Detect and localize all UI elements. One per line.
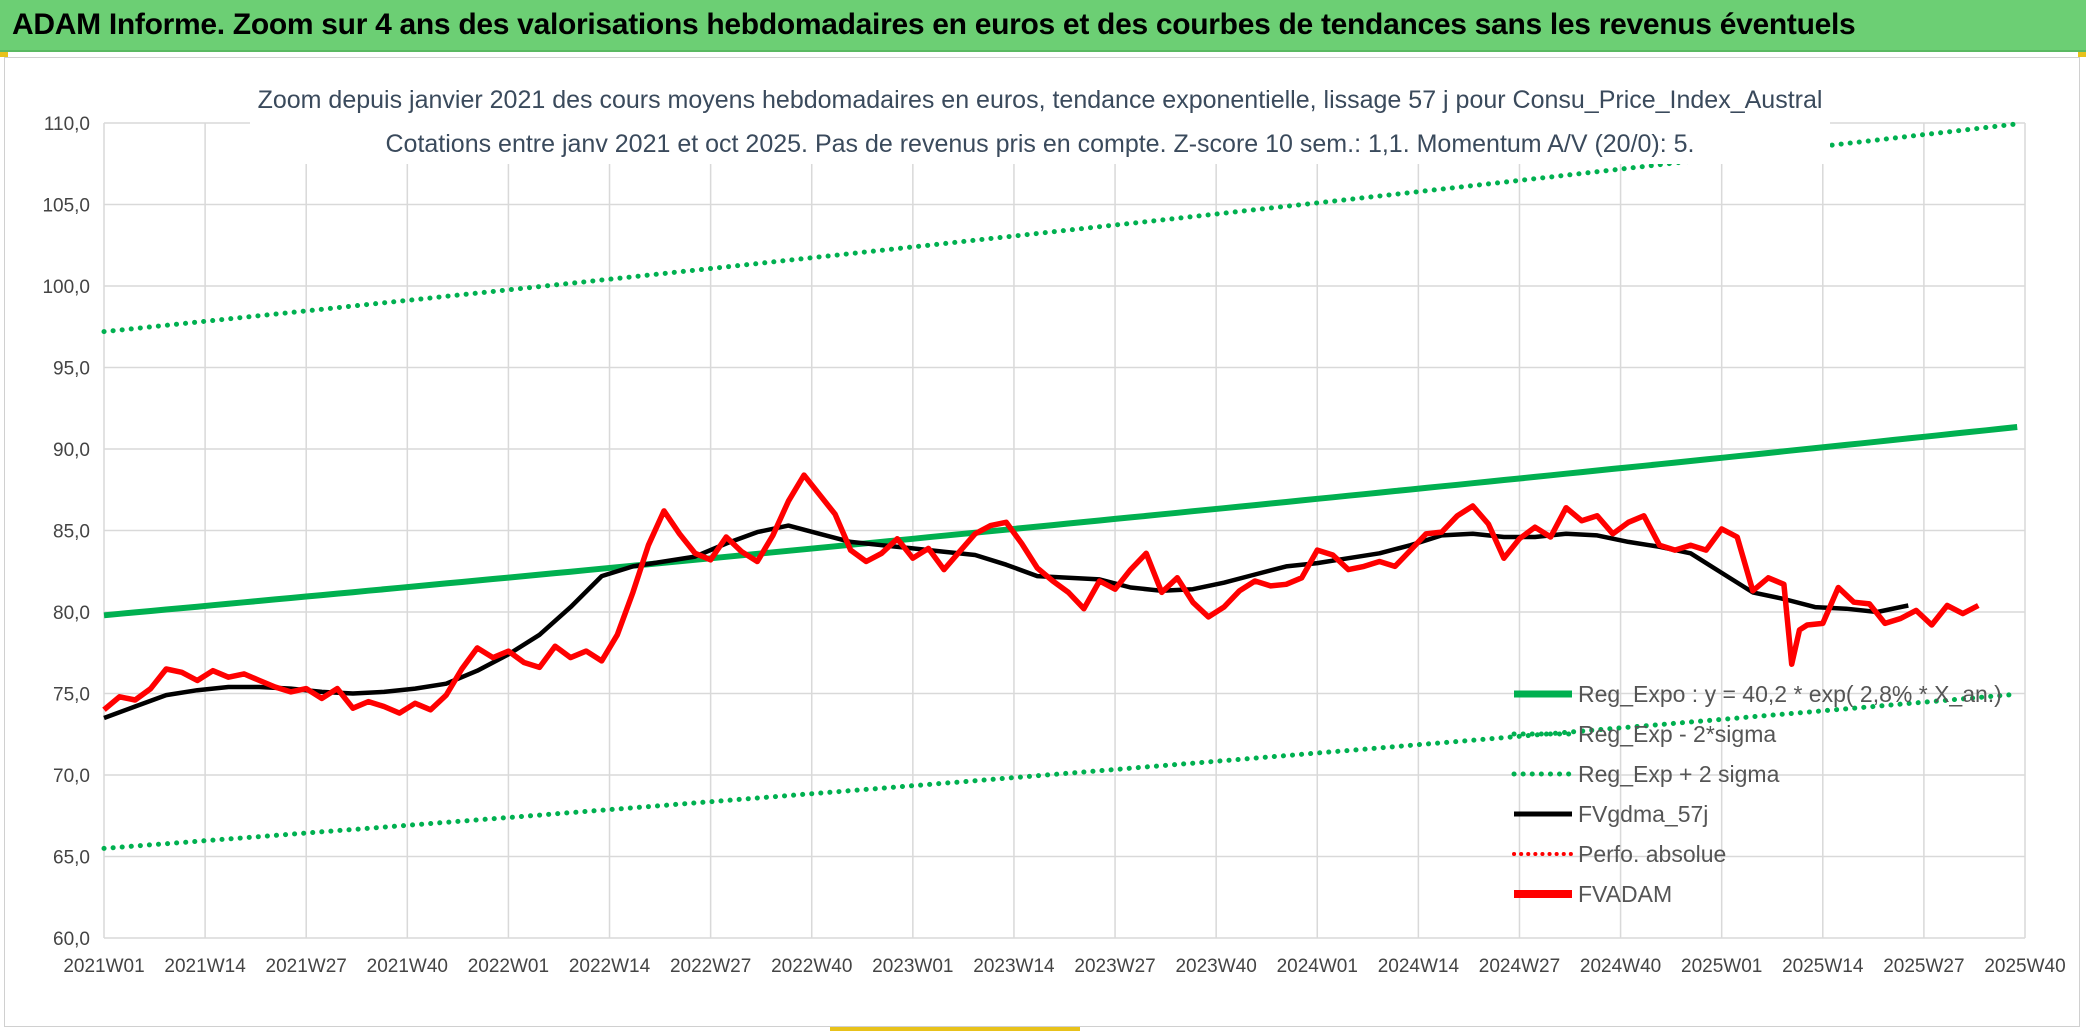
header-banner: ADAM Informe. Zoom sur 4 ans des valoris… <box>0 0 2086 52</box>
x-tick-label: 2023W27 <box>1074 956 1155 977</box>
x-tick-label: 2021W01 <box>63 956 144 977</box>
series-reg-expo <box>103 424 2018 619</box>
y-tick-label: 65,0 <box>53 848 90 869</box>
y-tick-label: 90,0 <box>53 440 90 461</box>
x-tick-label: 2025W40 <box>1984 956 2065 977</box>
series-fvadam <box>102 472 1980 716</box>
x-tick-label: 2023W40 <box>1175 956 1256 977</box>
legend-label: FVgdma_57j <box>1578 801 1708 827</box>
x-tick-label: 2021W27 <box>266 956 347 977</box>
x-tick-label: 2022W40 <box>771 956 852 977</box>
series-lower-band <box>101 691 2020 851</box>
y-axis: 60,0 65,0 70,0 75,0 80,0 85,0 90,0 95,0 100,0 105… <box>42 114 90 950</box>
x-tick-label: 2025W27 <box>1883 956 1964 977</box>
legend-label: FVADAM <box>1578 881 1672 907</box>
x-tick-label: 2024W14 <box>1378 956 1460 977</box>
y-tick-label: 105,0 <box>42 196 90 217</box>
corner-accent-left <box>0 52 8 57</box>
y-tick-label: 80,0 <box>53 603 90 624</box>
legend-label: Reg_Exp + 2 sigma <box>1578 761 1780 787</box>
y-tick-label: 60,0 <box>53 929 90 950</box>
chart-legend: Reg_Expo : y = 40,2 * exp( 2,8% * X_an.)… <box>1511 681 2002 907</box>
subtitle-backdrop <box>250 118 1830 164</box>
x-tick-label: 2025W01 <box>1681 956 1762 977</box>
x-tick-label: 2021W14 <box>164 956 246 977</box>
y-tick-label: 100,0 <box>42 277 90 298</box>
y-tick-label: 110,0 <box>44 114 90 135</box>
series-fvgdma <box>103 523 1909 721</box>
page-title: ADAM Informe. Zoom sur 4 ans des valoris… <box>12 8 1856 41</box>
y-tick-label: 85,0 <box>53 522 90 543</box>
x-tick-label: 2024W27 <box>1479 956 1560 977</box>
x-tick-label: 2025W14 <box>1782 956 1864 977</box>
x-tick-label: 2022W01 <box>468 956 549 977</box>
chart-frame <box>4 57 2080 1027</box>
x-axis: 2021W01 2021W14 2021W27 2021W40 2022W01 2022W… <box>63 956 2065 977</box>
x-tick-label: 2023W01 <box>872 956 953 977</box>
legend-label: Reg_Exp - 2*sigma <box>1578 721 1776 747</box>
y-tick-label: 75,0 <box>53 685 90 706</box>
legend-label: Perfo. absolue <box>1578 841 1726 867</box>
title-backdrop <box>250 78 1830 118</box>
legend-label: Reg_Expo : y = 40,2 * exp( 2,8% * X_an.) <box>1578 681 2002 707</box>
bottom-accent <box>830 1027 1080 1031</box>
y-tick-label: 95,0 <box>53 359 90 380</box>
chart-title: Zoom depuis janvier 2021 des cours moyen… <box>258 86 1823 114</box>
y-tick-label: 70,0 <box>53 766 90 787</box>
x-tick-label: 2024W01 <box>1277 956 1358 977</box>
x-tick-label: 2024W40 <box>1580 956 1661 977</box>
chart-subtitle: Cotations entre janv 2021 et oct 2025. P… <box>385 130 1694 158</box>
chart-grid <box>103 122 2026 939</box>
x-tick-label: 2023W14 <box>973 956 1055 977</box>
corner-accent-right <box>2078 52 2086 57</box>
x-tick-label: 2022W14 <box>569 956 651 977</box>
x-tick-label: 2021W40 <box>367 956 448 977</box>
x-tick-label: 2022W27 <box>670 956 751 977</box>
